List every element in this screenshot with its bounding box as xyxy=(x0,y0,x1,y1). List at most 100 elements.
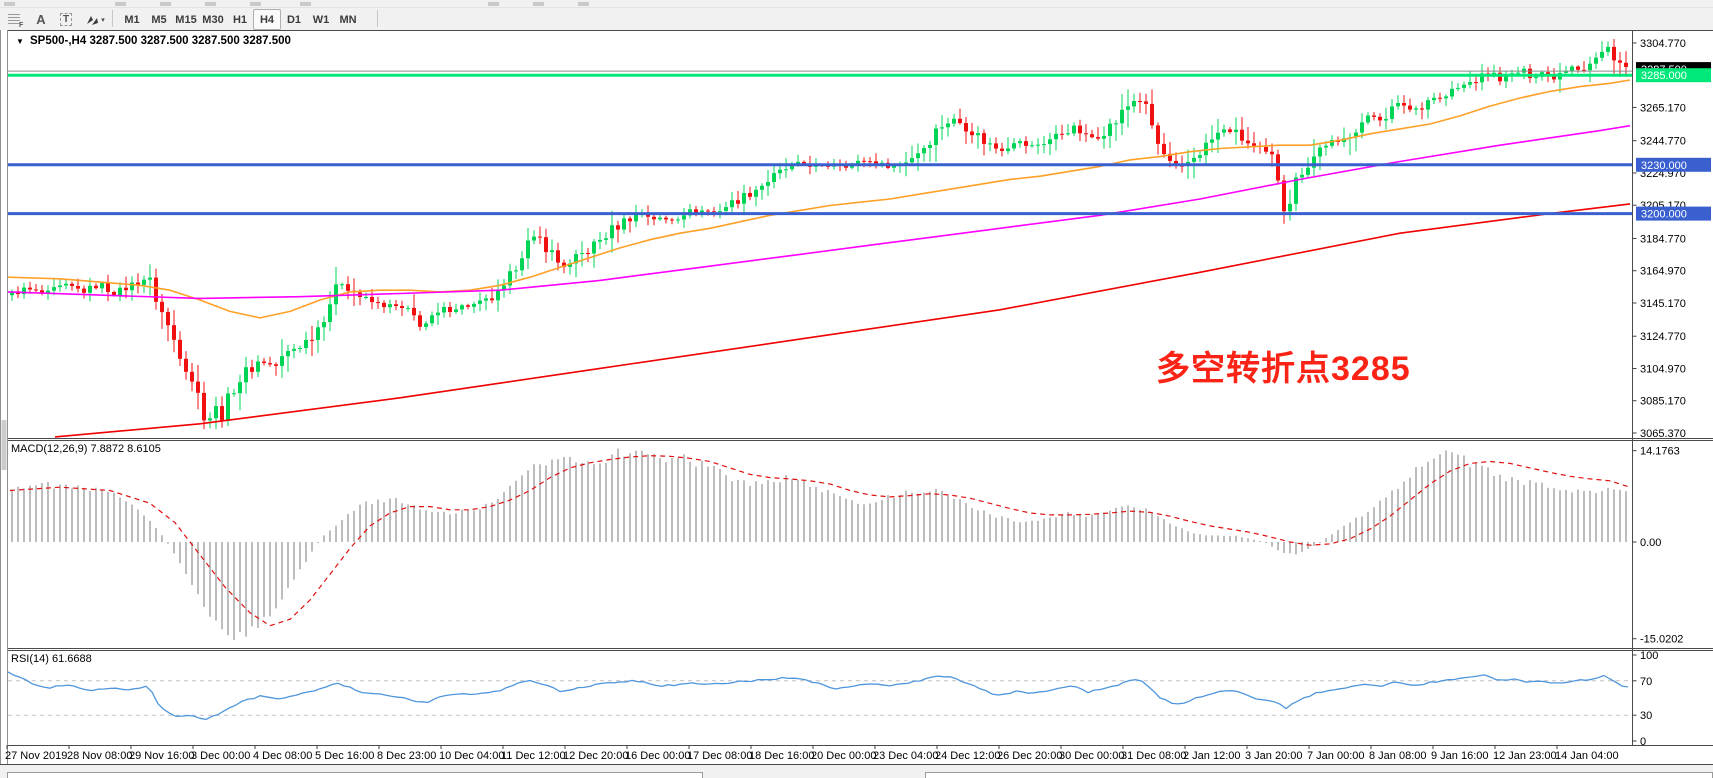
chevron-down-icon: ▾ xyxy=(101,16,105,24)
svg-text:11 Dec 12:00: 11 Dec 12:00 xyxy=(501,750,566,762)
svg-text:3104.970: 3104.970 xyxy=(1640,363,1686,375)
arrows-tool-button[interactable]: ▾ xyxy=(80,9,110,30)
svg-text:3244.770: 3244.770 xyxy=(1640,136,1686,148)
svg-text:24 Dec 12:00: 24 Dec 12:00 xyxy=(935,750,1000,762)
time-axis[interactable] xyxy=(8,746,1632,764)
macd-chart-surface[interactable] xyxy=(8,441,1632,648)
svg-text:18 Dec 16:00: 18 Dec 16:00 xyxy=(749,750,814,762)
svg-text:8 Jan 08:00: 8 Jan 08:00 xyxy=(1369,750,1427,762)
svg-text:3230.000: 3230.000 xyxy=(1641,160,1687,172)
svg-text:26 Dec 20:00: 26 Dec 20:00 xyxy=(997,750,1062,762)
timeframe-button-d1[interactable]: D1 xyxy=(286,13,302,26)
svg-text:3164.970: 3164.970 xyxy=(1640,266,1686,278)
svg-text:100: 100 xyxy=(1640,650,1658,662)
clipped-toolbar-button xyxy=(205,2,216,6)
svg-text:0.00: 0.00 xyxy=(1640,537,1661,549)
ma-mid-magenta xyxy=(7,124,1631,300)
ma-slow-red xyxy=(54,203,1631,438)
svg-text:14.1763: 14.1763 xyxy=(1640,446,1680,458)
svg-text:4 Dec 08:00: 4 Dec 08:00 xyxy=(253,750,312,762)
svg-text:3124.770: 3124.770 xyxy=(1640,331,1686,343)
svg-text:29 Nov 16:00: 29 Nov 16:00 xyxy=(129,750,194,762)
clipped-toolbar-button xyxy=(578,2,589,6)
svg-text:3200.000: 3200.000 xyxy=(1641,209,1687,221)
svg-text:30 Dec 00:00: 30 Dec 00:00 xyxy=(1059,750,1124,762)
time-axis-labels: 27 Nov 201928 Nov 08:0029 Nov 16:003 Dec… xyxy=(5,745,1619,762)
svg-text:27 Nov 2019: 27 Nov 2019 xyxy=(5,750,67,762)
timeframe-button-w1[interactable]: W1 xyxy=(312,13,330,26)
timeframe-button-m5[interactable]: M5 xyxy=(151,13,167,26)
svg-text:14 Jan 04:00: 14 Jan 04:00 xyxy=(1555,750,1619,762)
chart-dropdown-caret[interactable]: ▼ xyxy=(16,37,24,46)
clipped-toolbar-button xyxy=(4,2,15,6)
price-axis[interactable] xyxy=(1632,31,1713,745)
left-splitter-thumb[interactable] xyxy=(1,420,7,470)
chart-title: SP500-,H4 3287.500 3287.500 3287.500 328… xyxy=(30,35,291,47)
rsi-chart-surface[interactable] xyxy=(8,651,1632,745)
svg-text:3285.000: 3285.000 xyxy=(1641,70,1687,82)
text-label-tool-button[interactable]: A xyxy=(30,9,52,30)
rsi-indicator-label: RSI(14) 61.6688 xyxy=(11,653,92,665)
svg-text:23 Dec 04:00: 23 Dec 04:00 xyxy=(873,750,938,762)
text-box-tool-button[interactable]: T xyxy=(53,9,79,30)
svg-text:5 Dec 16:00: 5 Dec 16:00 xyxy=(315,750,374,762)
timeframe-button-mn[interactable]: MN xyxy=(339,13,357,26)
clipped-toolbar-button xyxy=(250,2,261,6)
chart-annotation-text: 多空转折点3285 xyxy=(1156,350,1411,388)
svg-text:3184.770: 3184.770 xyxy=(1640,233,1686,245)
svg-text:28 Nov 08:00: 28 Nov 08:00 xyxy=(67,750,132,762)
svg-text:3 Jan 20:00: 3 Jan 20:00 xyxy=(1245,750,1303,762)
toolbar-separator xyxy=(112,10,113,27)
svg-text:31 Dec 08:00: 31 Dec 08:00 xyxy=(1121,750,1186,762)
svg-text:3 Dec 00:00: 3 Dec 00:00 xyxy=(191,750,250,762)
timeframe-button-m1[interactable]: M1 xyxy=(124,13,140,26)
svg-text:3304.770: 3304.770 xyxy=(1640,38,1686,50)
macd-indicator-label: MACD(12,26,9) 7.8872 8.6105 xyxy=(11,443,161,455)
clipped-toolbar-button xyxy=(300,2,311,6)
timeframe-button-m30[interactable]: M30 xyxy=(202,13,224,26)
price-label-support-level: 3200.000 xyxy=(1636,206,1711,221)
clipped-toolbar-button xyxy=(160,2,171,6)
ma-fast-orange xyxy=(7,79,1631,319)
letter-a-icon: A xyxy=(36,12,46,27)
clipped-toolbar-row xyxy=(0,0,1713,8)
macd-pane: 14.1763 0.00 -15.0202 xyxy=(9,446,1683,646)
svg-text:7 Jan 00:00: 7 Jan 00:00 xyxy=(1307,750,1365,762)
svg-text:F: F xyxy=(19,22,24,27)
timeframe-button-h1[interactable]: H1 xyxy=(232,13,248,26)
bottom-panel-partial xyxy=(0,765,1713,778)
fibonacci-grid-icon[interactable]: F xyxy=(3,9,29,30)
price-label-pivot-level: 3285.000 xyxy=(1636,68,1711,83)
clipped-toolbar-button xyxy=(533,2,544,6)
svg-text:10 Dec 04:00: 10 Dec 04:00 xyxy=(439,750,504,762)
svg-text:3065.370: 3065.370 xyxy=(1640,428,1686,440)
svg-text:30: 30 xyxy=(1640,710,1652,722)
rsi-line xyxy=(7,671,1629,721)
price-label-support-level: 3230.000 xyxy=(1636,157,1711,172)
clipped-toolbar-button xyxy=(115,2,126,6)
svg-text:-15.0202: -15.0202 xyxy=(1640,634,1683,646)
svg-text:70: 70 xyxy=(1640,676,1652,688)
svg-text:16 Dec 00:00: 16 Dec 00:00 xyxy=(625,750,690,762)
svg-text:12 Dec 20:00: 12 Dec 20:00 xyxy=(563,750,628,762)
bottom-tab-box[interactable] xyxy=(925,772,1713,778)
svg-text:2 Jan 12:00: 2 Jan 12:00 xyxy=(1183,750,1241,762)
svg-text:0: 0 xyxy=(1640,736,1646,748)
toolbar-separator xyxy=(377,10,378,27)
clipped-toolbar-button xyxy=(488,2,499,6)
macd-signal-line xyxy=(9,455,1629,627)
letter-t-icon: T xyxy=(59,13,73,26)
svg-text:17 Dec 08:00: 17 Dec 08:00 xyxy=(687,750,752,762)
svg-text:9 Jan 16:00: 9 Jan 16:00 xyxy=(1431,750,1489,762)
bottom-tab-box[interactable] xyxy=(7,772,703,778)
svg-text:20 Dec 00:00: 20 Dec 00:00 xyxy=(811,750,876,762)
timeframe-button-h4[interactable]: H4 xyxy=(253,9,281,30)
grid-icon: F xyxy=(8,13,24,27)
svg-text:3145.170: 3145.170 xyxy=(1640,298,1686,310)
candles xyxy=(10,39,1628,430)
timeframe-button-m15[interactable]: M15 xyxy=(175,13,197,26)
svg-text:3265.170: 3265.170 xyxy=(1640,102,1686,114)
rsi-pane: 100 70 30 0 xyxy=(7,650,1658,748)
